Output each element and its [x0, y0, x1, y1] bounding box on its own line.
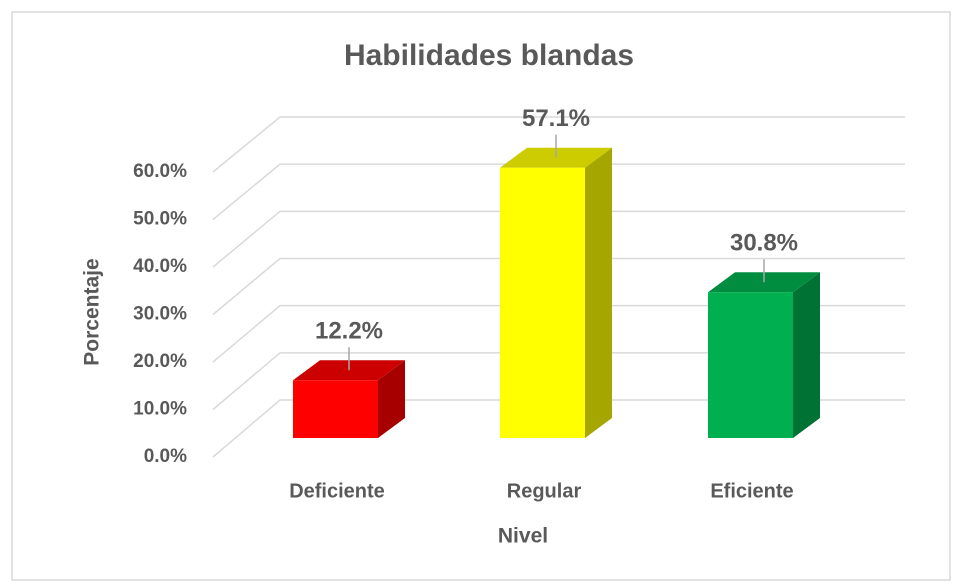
x-axis-title: Nivel: [498, 525, 548, 548]
grid-line: [212, 257, 905, 316]
grid-line: [212, 210, 905, 268]
bar-side: [378, 360, 405, 438]
y-tick-label: 20.0%: [133, 351, 187, 372]
grid-line: [212, 399, 905, 458]
bar: [293, 380, 378, 438]
chart-title: Habilidades blandas: [344, 39, 634, 72]
data-label: 30.8%: [730, 230, 798, 257]
y-tick-label: 60.0%: [133, 161, 187, 182]
bar-side: [585, 147, 612, 438]
y-tick-label: 30.0%: [133, 304, 187, 325]
y-tick-label: 10.0%: [133, 399, 187, 420]
grid-line: [212, 352, 905, 411]
bar: [500, 167, 585, 438]
x-tick-label: Eficiente: [710, 480, 793, 502]
y-axis-title: Porcentaje: [81, 258, 104, 365]
data-label: 57.1%: [522, 105, 590, 132]
data-label: 12.2%: [315, 318, 383, 345]
y-tick-label: 40.0%: [133, 256, 187, 277]
grid-line: [212, 304, 905, 363]
y-tick-label: 0.0%: [144, 446, 187, 467]
x-tick-label: Deficiente: [289, 480, 385, 502]
bar: [708, 292, 793, 438]
x-tick-label: Regular: [507, 480, 582, 502]
grid-line: [212, 163, 905, 221]
grid-line: [212, 116, 905, 173]
bar-side: [793, 272, 820, 438]
y-tick-label: 50.0%: [133, 209, 187, 230]
